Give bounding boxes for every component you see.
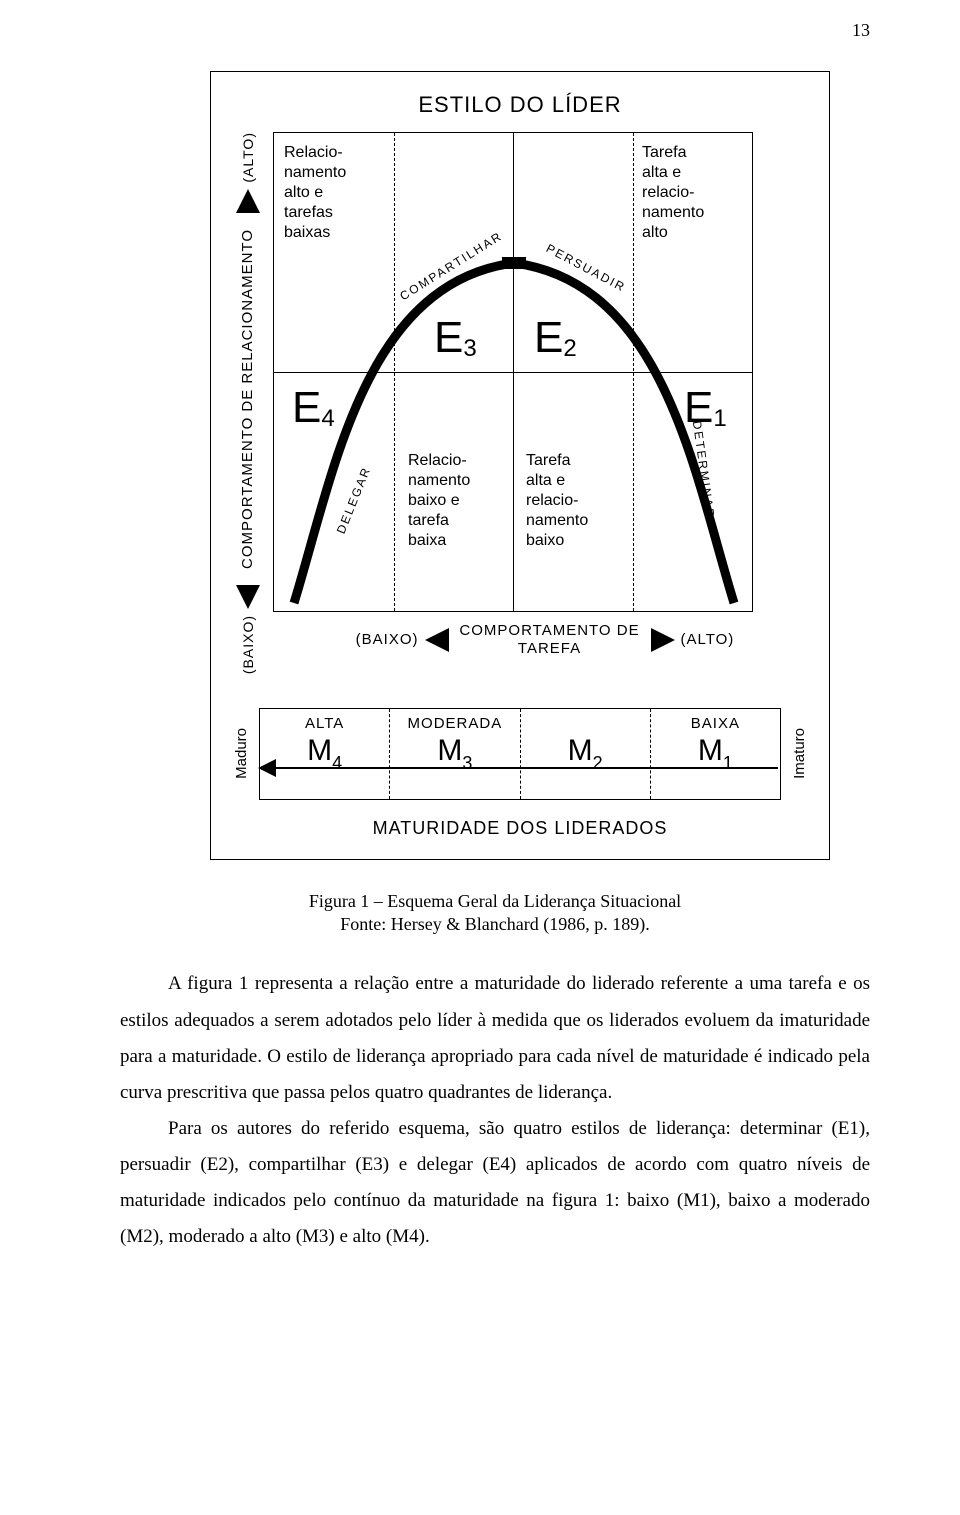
maturity-level-baixa: BAIXA — [691, 715, 740, 732]
body-text: A figura 1 representa a relação entre a … — [120, 966, 870, 1255]
maturity-level-moderada2 — [583, 715, 588, 732]
label-e4: E4 — [292, 383, 335, 433]
maturity-grid: ALTA M4 MODERADA M3 M2 BAIXA M1 — [259, 708, 781, 800]
y-high-label: (ALTO) — [240, 132, 256, 183]
arrow-down-icon — [236, 585, 260, 609]
quad-text-e2: Tarefa alta e relacio- namento alto — [642, 143, 704, 243]
paragraph-1: A figura 1 representa a relação entre a … — [120, 966, 870, 1110]
label-e2: E2 — [534, 313, 577, 363]
maturity-block: Maduro ALTA M4 MODERADA M3 M2 — [223, 708, 817, 839]
label-m3: M3 — [437, 734, 472, 772]
maturity-level-moderada: MODERADA — [408, 715, 503, 732]
maturity-title: MATURIDADE DOS LIDERADOS — [223, 818, 817, 839]
figure-caption: Figura 1 – Esquema Geral da Liderança Si… — [120, 890, 870, 937]
x-axis-label: COMPORTAMENTO DE TAREFA — [455, 622, 645, 658]
curve-label-delegar: DELEGAR — [334, 464, 374, 535]
caption-line-2: Fonte: Hersey & Blanchard (1986, p. 189)… — [340, 914, 649, 934]
figure-container: ESTILO DO LÍDER (ALTO) COMPORTAMENTO DE … — [210, 71, 830, 860]
label-m4: M4 — [307, 734, 342, 772]
figure-title: ESTILO DO LÍDER — [223, 92, 817, 118]
curve-label-determinar: DETERMINAR — [690, 420, 718, 520]
quad-text-e1: Tarefa alta e relacio- namento baixo — [526, 451, 588, 551]
y-axis-label: COMPORTAMENTO DE RELACIONAMENTO — [239, 229, 257, 569]
maturity-left-label: Maduro — [223, 708, 259, 800]
x-low-label: (BAIXO) — [356, 631, 419, 649]
curve-label-compartilhar: COMPARTILHAR — [397, 229, 505, 304]
label-m1: M1 — [698, 734, 733, 772]
label-e3: E3 — [434, 313, 477, 363]
y-low-label: (BAIXO) — [240, 615, 256, 674]
maturity-right-label: Imaturo — [781, 708, 817, 800]
x-axis: (BAIXO) COMPORTAMENTO DE TAREFA (ALTO) — [273, 622, 817, 658]
quad-text-e4: Relacio- namento baixo e tarefa baixa — [408, 451, 470, 551]
quad-text-e3: Relacio- namento alto e tarefas baixas — [284, 143, 346, 243]
x-high-label: (ALTO) — [681, 631, 735, 649]
y-axis: (ALTO) COMPORTAMENTO DE RELACIONAMENTO (… — [223, 132, 273, 674]
page-number: 13 — [120, 20, 870, 41]
curve-label-persuadir: PERSUADIR — [544, 241, 628, 295]
paragraph-2: Para os autores do referido esquema, são… — [120, 1111, 870, 1255]
arrow-right-icon — [651, 628, 675, 652]
label-m2: M2 — [568, 734, 603, 772]
arrow-left-icon — [425, 628, 449, 652]
maturity-level-alta: ALTA — [305, 715, 344, 732]
caption-line-1: Figura 1 – Esquema Geral da Liderança Si… — [309, 891, 681, 911]
arrow-up-icon — [236, 189, 260, 213]
quadrant-grid: Relacio- namento alto e tarefas baixas T… — [273, 132, 753, 612]
